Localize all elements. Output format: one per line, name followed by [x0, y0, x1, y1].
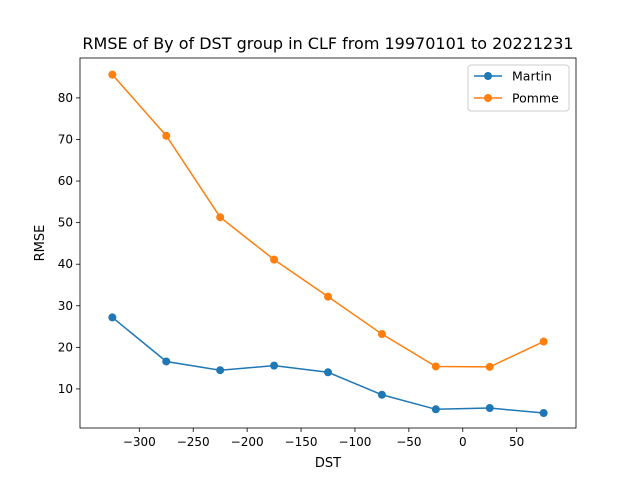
y-tick-label: 40: [58, 257, 73, 271]
data-point-pomme: [431, 362, 440, 371]
data-point-martin: [431, 405, 440, 414]
y-axis: 10 20 30 40 50 60 70 80: [58, 91, 80, 396]
plot-frame: [79, 57, 577, 429]
y-tick-label: 70: [58, 132, 73, 146]
y-tick-label: 60: [58, 174, 73, 188]
x-tick-label: −300: [123, 435, 156, 449]
x-tick-label: 50: [509, 435, 524, 449]
legend-label-pomme: Pomme: [512, 91, 559, 106]
legend-marker-martin: [484, 72, 492, 80]
data-point-martin: [270, 361, 279, 370]
data-point-pomme: [108, 70, 117, 79]
x-tick-label: −50: [396, 435, 421, 449]
y-axis-label: RMSE: [33, 225, 48, 262]
data-point-martin: [216, 366, 225, 375]
data-point-pomme: [539, 337, 548, 346]
x-tick-label: −100: [338, 435, 371, 449]
series-layer: [108, 70, 548, 418]
data-point-martin: [539, 409, 548, 418]
data-point-martin: [108, 313, 117, 322]
data-point-pomme: [270, 255, 279, 264]
data-point-martin: [162, 357, 171, 366]
chart-title: RMSE of By of DST group in CLF from 1997…: [82, 34, 573, 53]
data-point-pomme: [216, 213, 225, 222]
data-point-pomme: [377, 330, 386, 339]
data-point-martin: [377, 390, 386, 399]
x-tick-label: 0: [459, 435, 467, 449]
data-point-martin: [485, 404, 494, 413]
data-point-pomme: [485, 362, 494, 371]
x-tick-label: −200: [231, 435, 264, 449]
y-tick-label: 50: [58, 216, 73, 230]
y-tick-label: 30: [58, 299, 73, 313]
y-tick-label: 80: [58, 91, 73, 105]
y-tick-label: 10: [58, 382, 73, 396]
data-point-pomme: [324, 292, 332, 301]
data-point-martin: [324, 368, 332, 377]
legend-marker-pomme: [484, 94, 492, 102]
x-tick-label: −250: [177, 435, 210, 449]
y-tick-label: 20: [58, 340, 73, 354]
legend: Martin Pomme: [467, 64, 570, 112]
data-point-pomme: [162, 131, 171, 140]
x-axis: −300 −250 −200 −150 −100 −50 0 50: [123, 428, 524, 449]
x-axis-label: DST: [315, 456, 341, 471]
legend-label-martin: Martin: [512, 69, 552, 84]
x-tick-label: −150: [285, 435, 318, 449]
